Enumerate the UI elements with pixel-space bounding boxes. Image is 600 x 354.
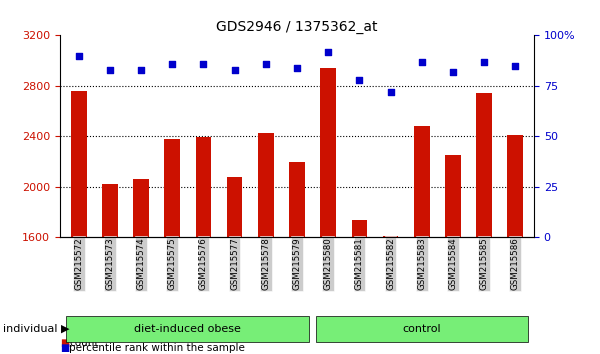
Bar [320,68,336,237]
Bar [508,135,523,237]
Text: GSM215575: GSM215575 [168,237,177,290]
Point [448,69,458,75]
Point [386,89,395,95]
Text: GSM215574: GSM215574 [137,237,146,290]
Text: GSM215580: GSM215580 [323,237,332,290]
Text: GSM215578: GSM215578 [262,237,271,290]
Text: percentile rank within the sample: percentile rank within the sample [69,343,245,353]
Text: count: count [69,338,98,348]
Bar [133,179,149,237]
Text: GSM215582: GSM215582 [386,237,395,290]
Bar [102,184,118,237]
Bar [383,236,398,237]
Bar [445,155,461,237]
Point [355,77,364,82]
Text: GSM215577: GSM215577 [230,237,239,290]
Bar [258,132,274,237]
Point [136,67,146,73]
Text: GSM215572: GSM215572 [74,237,83,290]
Bar [414,126,430,237]
Text: GSM215581: GSM215581 [355,237,364,290]
Point [511,63,520,68]
Point [261,61,271,67]
Point [74,53,83,58]
Bar [196,137,211,237]
Text: individual ▶: individual ▶ [3,324,70,334]
Bar [227,177,242,237]
Bar [289,161,305,237]
Point [417,59,427,64]
Point [199,61,208,67]
Bar [164,139,180,237]
Point [479,59,489,64]
Point [167,61,177,67]
Text: GSM215586: GSM215586 [511,237,520,290]
Bar [476,93,492,237]
Text: GSM215576: GSM215576 [199,237,208,290]
Point [292,65,302,70]
Title: GDS2946 / 1375362_at: GDS2946 / 1375362_at [216,21,378,34]
Text: GSM215573: GSM215573 [106,237,115,290]
Point [230,67,239,73]
Text: diet-induced obese: diet-induced obese [134,324,241,334]
Text: GSM215584: GSM215584 [448,237,457,290]
Text: GSM215583: GSM215583 [417,237,426,290]
Text: GSM215585: GSM215585 [479,237,488,290]
Text: GSM215579: GSM215579 [293,237,302,290]
Text: ■: ■ [60,343,69,353]
Bar [71,91,86,237]
Point [105,67,115,73]
Text: ■: ■ [60,338,69,348]
Text: control: control [403,324,441,334]
Bar [352,219,367,237]
Point [323,49,333,55]
